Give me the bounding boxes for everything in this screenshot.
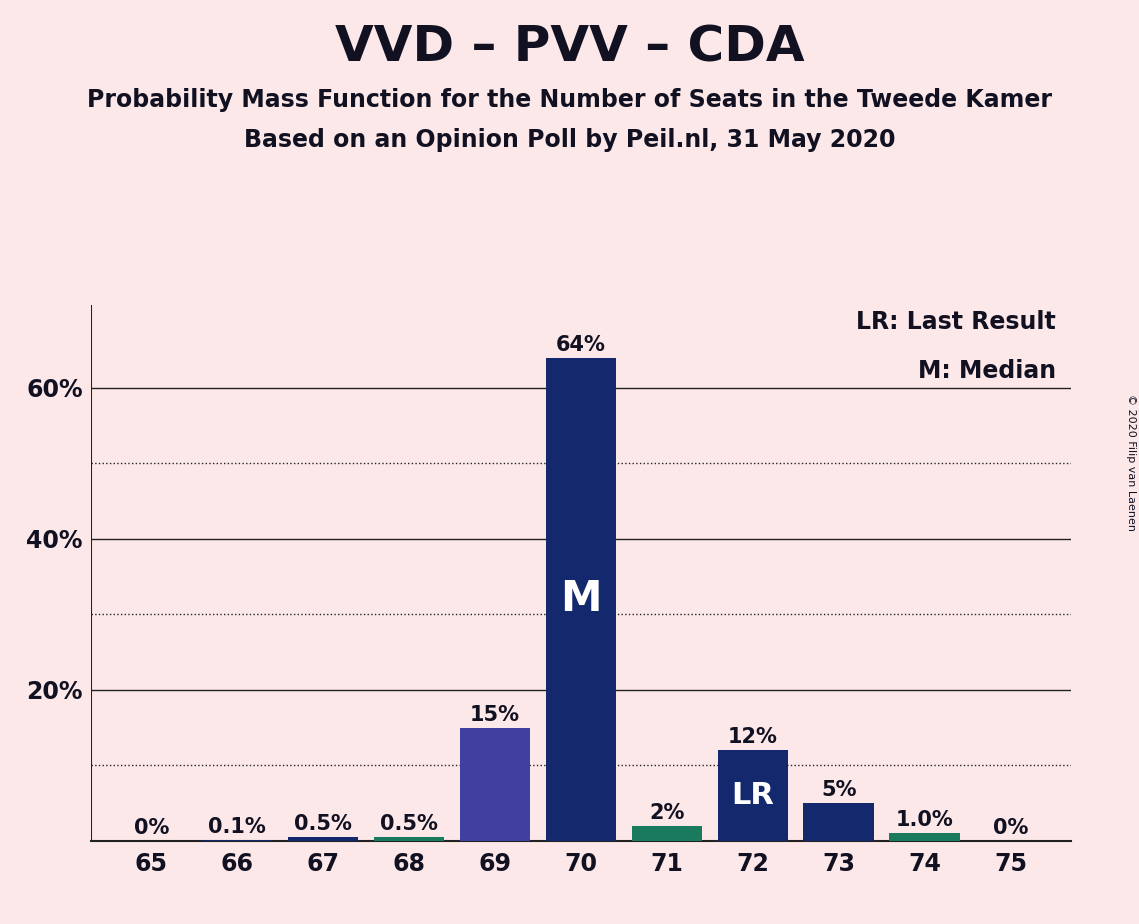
Text: LR: Last Result: LR: Last Result [857,310,1056,334]
Text: 1.0%: 1.0% [895,810,953,831]
Text: Probability Mass Function for the Number of Seats in the Tweede Kamer: Probability Mass Function for the Number… [87,88,1052,112]
Bar [803,803,874,841]
Bar [374,837,444,841]
Text: 0.5%: 0.5% [380,814,439,834]
Text: LR: LR [731,781,775,810]
Bar [718,750,788,841]
Bar [890,833,960,841]
Text: 64%: 64% [556,334,606,355]
Text: 0%: 0% [133,818,169,838]
Bar [632,826,702,841]
Text: 2%: 2% [649,803,685,822]
Text: 12%: 12% [728,727,778,748]
Text: 0.1%: 0.1% [208,817,267,837]
Bar [632,826,702,841]
Text: © 2020 Filip van Laenen: © 2020 Filip van Laenen [1126,394,1136,530]
Text: 15%: 15% [470,705,521,724]
Text: M: Median: M: Median [918,359,1056,383]
Text: M: M [560,578,601,620]
Text: VVD – PVV – CDA: VVD – PVV – CDA [335,23,804,71]
Text: 0%: 0% [993,818,1029,838]
Text: 5%: 5% [821,780,857,800]
Bar [374,837,444,841]
Bar [546,358,616,841]
Bar [890,833,960,841]
Bar [288,837,359,841]
Bar [460,727,530,841]
Text: 0.5%: 0.5% [294,814,352,834]
Text: Based on an Opinion Poll by Peil.nl, 31 May 2020: Based on an Opinion Poll by Peil.nl, 31 … [244,128,895,152]
